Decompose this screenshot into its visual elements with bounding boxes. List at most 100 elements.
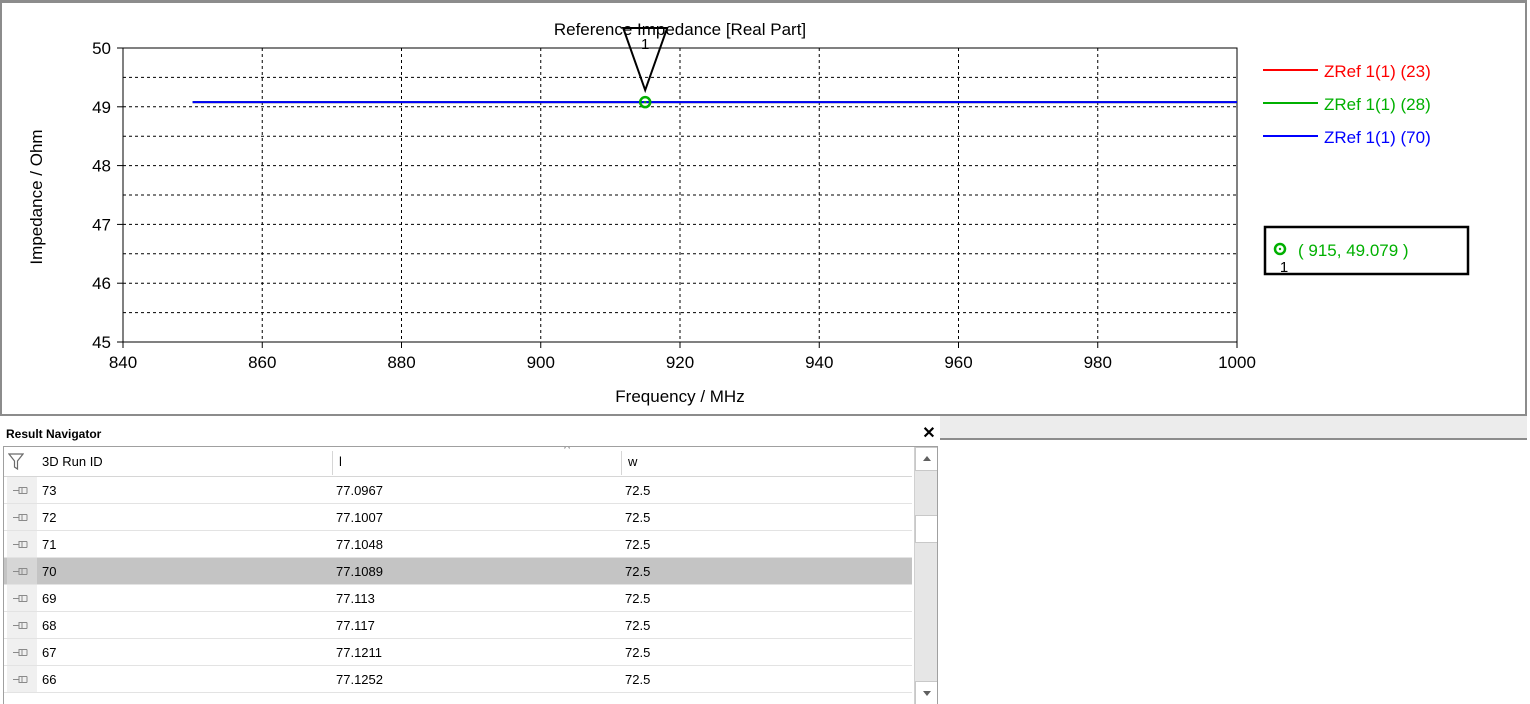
scroll-up-button[interactable] — [915, 447, 937, 471]
marker-point[interactable] — [638, 95, 652, 109]
y-tick-label: 48 — [92, 157, 111, 176]
row-pin-cell[interactable] — [7, 585, 37, 611]
cell-l: 77.117 — [336, 618, 375, 633]
y-tick-label: 50 — [92, 39, 111, 58]
column-header-l[interactable]: l — [339, 454, 342, 469]
row-pin-cell[interactable] — [7, 666, 37, 692]
table-row[interactable]: 67 77.1211 72.5 — [4, 639, 912, 666]
cell-w: 72.5 — [625, 645, 651, 660]
marker-point-center — [643, 100, 647, 104]
cell-w: 72.5 — [625, 672, 651, 687]
marker-readout-id: 1 — [1280, 259, 1288, 276]
table-row[interactable]: 69 77.113 72.5 — [4, 585, 912, 612]
table-row[interactable]: 70 77.1089 72.5 — [4, 558, 912, 585]
table-header: 3D Run ID l ^ w — [4, 447, 912, 477]
marker-readout-box[interactable] — [1263, 225, 1470, 276]
y-tick-label: 46 — [92, 274, 111, 293]
cell-l: 77.0967 — [336, 483, 383, 498]
x-tick-label: 940 — [805, 353, 833, 372]
x-tick-label: 880 — [387, 353, 415, 372]
row-pin-cell[interactable] — [7, 477, 37, 503]
y-axis-label: Impedance / Ohm — [27, 129, 46, 264]
pin-icon — [13, 568, 28, 575]
marker-pointer — [621, 27, 669, 94]
cell-w: 72.5 — [625, 483, 651, 498]
cell-w: 72.5 — [625, 537, 651, 552]
x-tick-label: 840 — [109, 353, 137, 372]
x-tick-label: 860 — [248, 353, 276, 372]
cell-l: 77.113 — [336, 591, 375, 606]
table-row[interactable]: 68 77.117 72.5 — [4, 612, 912, 639]
cell-run-id: 67 — [42, 645, 57, 660]
marker-readout-symbol-center — [1278, 247, 1282, 251]
row-pin-cell[interactable] — [7, 558, 37, 584]
sort-caret-icon: ^ — [564, 446, 571, 456]
cell-run-id: 69 — [42, 591, 57, 606]
column-header-w[interactable]: w — [628, 454, 638, 469]
scrollbar-thumb[interactable] — [915, 515, 937, 543]
result-navigator: Result Navigator ✕ 3D Run ID l ^ w 73 77.… — [0, 424, 940, 704]
table-row[interactable]: 72 77.1007 72.5 — [4, 504, 912, 531]
cell-l: 77.1048 — [336, 537, 383, 552]
chart-title: Reference Impedance [Real Part] — [554, 20, 806, 39]
cell-l: 77.1252 — [336, 672, 383, 687]
cell-w: 72.5 — [625, 510, 651, 525]
navigator-titlebar: Result Navigator ✕ — [0, 424, 940, 445]
close-icon[interactable]: ✕ — [922, 425, 936, 442]
pin-icon — [13, 595, 28, 602]
plot-window-bottom-strip — [940, 416, 1527, 440]
navigator-title: Result Navigator — [6, 427, 102, 441]
pin-icon — [13, 676, 28, 683]
row-pin-cell[interactable] — [7, 531, 37, 557]
x-tick-label: 920 — [666, 353, 694, 372]
pin-icon — [13, 541, 28, 548]
legend-label[interactable]: ZRef 1(1) (28) — [1324, 95, 1431, 114]
x-tick-label: 960 — [944, 353, 972, 372]
legend-label[interactable]: ZRef 1(1) (23) — [1324, 62, 1431, 81]
x-tick-label: 1000 — [1218, 353, 1256, 372]
marker-readout-symbol — [1273, 242, 1287, 256]
cell-l: 77.1089 — [336, 564, 383, 579]
table-row[interactable]: 66 77.1252 72.5 — [4, 666, 912, 693]
pin-icon — [13, 514, 28, 521]
cell-run-id: 71 — [42, 537, 57, 552]
cell-l: 77.1211 — [336, 645, 383, 660]
results-table: 3D Run ID l ^ w 73 77.0967 72.5 72 77.1007 72… — [3, 446, 938, 704]
x-tick-label: 900 — [527, 353, 555, 372]
chevron-up-icon — [923, 456, 931, 461]
cell-run-id: 73 — [42, 483, 57, 498]
x-axis-label: Frequency / MHz — [615, 387, 744, 406]
filter-icon[interactable] — [8, 453, 24, 471]
cell-run-id: 68 — [42, 618, 57, 633]
cell-w: 72.5 — [625, 618, 651, 633]
legend-label[interactable]: ZRef 1(1) (70) — [1324, 128, 1431, 147]
column-divider[interactable] — [621, 451, 622, 475]
y-tick-label: 49 — [92, 98, 111, 117]
row-pin-cell[interactable] — [7, 612, 37, 638]
column-divider[interactable] — [332, 451, 333, 475]
y-tick-label: 47 — [92, 215, 111, 234]
table-row[interactable]: 73 77.0967 72.5 — [4, 477, 912, 504]
column-header-run-id[interactable]: 3D Run ID — [42, 454, 103, 469]
cell-run-id: 70 — [42, 564, 57, 579]
cell-run-id: 72 — [42, 510, 57, 525]
vertical-scrollbar[interactable] — [914, 447, 937, 704]
pin-icon — [13, 622, 28, 629]
impedance-chart: 840 860 880 900 920 940 960 980 1000 45 46 47 48 49 50… — [27, 20, 1470, 406]
cell-l: 77.1007 — [336, 510, 383, 525]
marker-readout-value: ( 915, 49.079 ) — [1298, 241, 1409, 260]
scroll-down-button[interactable] — [915, 681, 937, 704]
pin-icon — [13, 487, 28, 494]
row-pin-cell[interactable] — [7, 639, 37, 665]
table-row[interactable]: 71 77.1048 72.5 — [4, 531, 912, 558]
cell-w: 72.5 — [625, 591, 651, 606]
cell-run-id: 66 — [42, 672, 57, 687]
cell-w: 72.5 — [625, 564, 651, 579]
chevron-down-icon — [923, 691, 931, 696]
y-tick-label: 45 — [92, 333, 111, 352]
pin-icon — [13, 649, 28, 656]
x-tick-label: 980 — [1084, 353, 1112, 372]
table-body: 73 77.0967 72.5 72 77.1007 72.5 71 77.1048 72.5 7… — [4, 477, 912, 693]
row-pin-cell[interactable] — [7, 504, 37, 530]
marker-pointer-label: 1 — [641, 36, 649, 53]
